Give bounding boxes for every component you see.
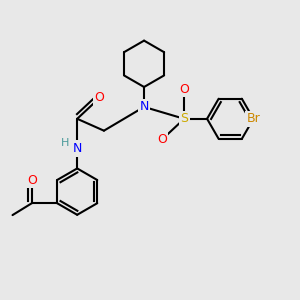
Text: O: O bbox=[157, 133, 167, 146]
Text: O: O bbox=[94, 92, 104, 104]
Text: O: O bbox=[27, 173, 37, 187]
Text: O: O bbox=[179, 82, 189, 96]
Text: N: N bbox=[73, 142, 82, 155]
Text: H: H bbox=[61, 138, 69, 148]
Text: Br: Br bbox=[247, 112, 260, 125]
Text: S: S bbox=[180, 112, 188, 125]
Text: N: N bbox=[140, 100, 149, 113]
